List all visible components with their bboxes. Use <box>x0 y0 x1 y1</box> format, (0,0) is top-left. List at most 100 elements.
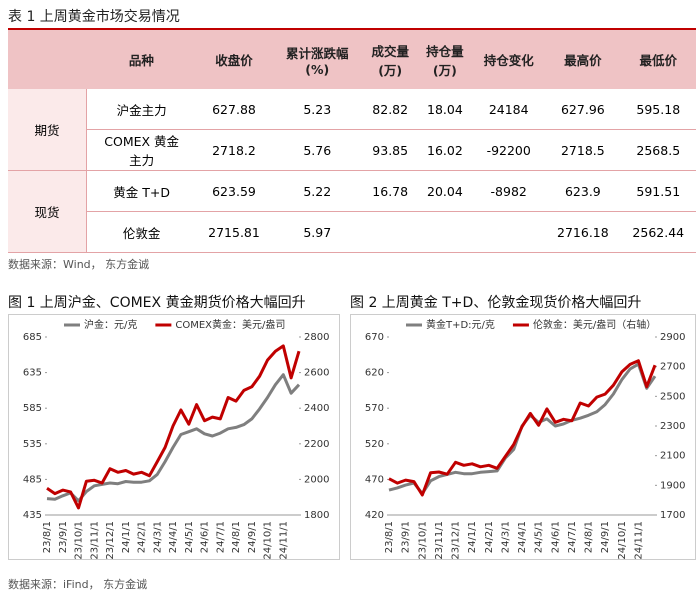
x-tick-label: 23/12/1 <box>451 521 462 560</box>
y2-tick-label: 2900 <box>660 332 685 343</box>
header-row: 品种 收盘价 累计涨跌幅 (%) 成交量 (万) 持仓量 (万) 持仓变化 最高价 最低价 <box>8 29 696 89</box>
group-label: 现货 <box>8 170 87 253</box>
header-cell: 累计涨跌幅 (%) <box>286 45 349 77</box>
table-cell: 2718.2 <box>196 129 272 171</box>
table-cell: 595.18 <box>620 89 696 130</box>
table-cell: 5.22 <box>271 170 363 212</box>
y2-tick-label: 2400 <box>304 403 329 414</box>
x-tick-label: 23/11/1 <box>434 521 445 560</box>
header-cell: 持仓变化 <box>483 53 534 68</box>
x-tick-label: 24/10/1 <box>263 521 274 560</box>
y-tick-label: 685 <box>23 332 42 343</box>
y2-tick-label: 2200 <box>304 439 329 450</box>
table-cell: 5.97 <box>271 211 363 253</box>
table-source: 数据来源：Wind， 东方金诚 <box>8 258 150 271</box>
table-cell: 20.04 <box>417 170 473 212</box>
header-cell: 收盘价 <box>215 53 253 68</box>
table-cell: 82.82 <box>362 89 418 130</box>
x-tick-label: 23/12/1 <box>105 521 116 560</box>
x-tick-label: 24/3/1 <box>500 521 511 553</box>
header-cell: 成交量 (万) <box>371 43 409 78</box>
group-label: 期货 <box>8 89 87 171</box>
y-tick-label: 435 <box>23 510 42 521</box>
table-cell: 24184 <box>472 89 546 130</box>
y-tick-label: 535 <box>23 439 42 450</box>
header-cell: 持仓量 (万) <box>426 43 464 78</box>
y-tick-label: 570 <box>365 403 384 414</box>
table-cell <box>362 211 418 253</box>
legend-label: COMEX黄金：美元/盎司 <box>175 318 285 331</box>
chart-title: 图 1 上周沪金、COMEX 黄金期货价格大幅回升 <box>8 295 306 311</box>
y-tick-label: 635 <box>23 368 42 379</box>
x-tick-label: 24/5/1 <box>184 521 195 553</box>
table-cell: COMEX 黄金 主力 <box>86 129 197 171</box>
x-tick-label: 24/7/1 <box>567 521 578 553</box>
table-cell: 591.51 <box>620 170 696 212</box>
table-cell: 627.88 <box>196 89 272 130</box>
table-cell: 623.59 <box>196 170 272 212</box>
y-tick-label: 670 <box>365 332 384 343</box>
legend-label: 伦敦金：美元/盎司（右轴） <box>533 318 656 331</box>
table-cell: -8982 <box>472 170 546 212</box>
table-cell: 16.02 <box>417 129 473 171</box>
table-cell: 623.9 <box>545 170 621 212</box>
chart-title: 图 2 上周黄金 T+D、伦敦金现货价格大幅回升 <box>350 295 642 311</box>
y-tick-label: 485 <box>23 474 42 485</box>
market-table: 品种 收盘价 累计涨跌幅 (%) 成交量 (万) 持仓量 (万) 持仓变化 最高价 最低价 期… <box>8 28 696 253</box>
table-row: 期货 沪金主力 627.88 5.23 82.82 18.04 24184 627.96 595… <box>8 89 696 171</box>
x-tick-label: 24/9/1 <box>247 521 258 553</box>
y-tick-label: 620 <box>365 368 384 379</box>
table-cell: 18.04 <box>417 89 473 130</box>
table-row: COMEX 黄金 主力 2718.2 5.76 93.85 16.02 -92200 271… <box>8 129 696 171</box>
table-cell: 黄金 T+D <box>86 170 197 212</box>
legend-label: 沪金：元/克 <box>84 318 137 331</box>
x-tick-label: 23/9/1 <box>401 521 412 553</box>
x-tick-label: 23/8/1 <box>42 521 53 553</box>
line-series <box>388 359 657 497</box>
table-cell: 16.78 <box>362 170 418 212</box>
table-cell: 2718.5 <box>545 129 621 171</box>
table-row: 现货 黄金 T+D 623.59 5.22 16.78 20.04 -8982 623.9 59… <box>8 170 696 253</box>
y2-tick-label: 2300 <box>660 421 685 432</box>
x-tick-label: 24/7/1 <box>215 521 226 553</box>
x-tick-label: 24/3/1 <box>152 521 163 553</box>
x-tick-label: 23/8/1 <box>384 521 395 553</box>
x-tick-label: 24/5/1 <box>534 521 545 553</box>
x-tick-label: 24/11/1 <box>278 521 289 560</box>
x-tick-label: 24/4/1 <box>517 521 528 553</box>
y-tick-label: 585 <box>23 403 42 414</box>
header-cell: 最低价 <box>639 53 678 68</box>
y2-tick-label: 1800 <box>304 510 329 521</box>
chart: 435 485 535 585 635 685 1800 2000 2200 2400 2600 28… <box>8 314 340 560</box>
table-cell: 沪金主力 <box>86 89 197 130</box>
x-tick-label: 24/8/1 <box>231 521 242 553</box>
table-cell: 2715.81 <box>196 211 272 253</box>
x-tick-label: 23/11/1 <box>89 521 100 560</box>
x-tick-label: 24/6/1 <box>200 521 211 553</box>
header-cell: 最高价 <box>564 53 602 68</box>
x-tick-label: 23/10/1 <box>74 521 85 560</box>
x-tick-label: 24/8/1 <box>584 521 595 553</box>
table-cell: -92200 <box>472 129 546 171</box>
table-cell: 伦敦金 <box>86 211 197 253</box>
x-tick-label: 24/1/1 <box>121 521 132 553</box>
y2-tick-label: 2700 <box>660 362 685 373</box>
table-cell: 2716.18 <box>545 211 621 253</box>
table-caption: 表 1 上周黄金市场交易情况 <box>8 9 180 25</box>
y2-tick-label: 2500 <box>660 391 685 402</box>
x-tick-label: 24/10/1 <box>617 521 628 560</box>
y2-tick-label: 2800 <box>304 332 329 343</box>
x-tick-label: 23/10/1 <box>417 521 428 560</box>
x-tick-label: 24/2/1 <box>484 521 495 553</box>
y2-tick-label: 2600 <box>304 368 329 379</box>
chart: 420 470 520 570 620 670 1700 1900 2100 2300 2500 27… <box>350 314 696 560</box>
x-tick-label: 24/1/1 <box>467 521 478 553</box>
x-tick-label: 23/9/1 <box>58 521 69 553</box>
x-tick-label: 24/6/1 <box>550 521 561 553</box>
line-series <box>46 373 301 503</box>
x-tick-label: 24/2/1 <box>137 521 148 553</box>
table-cell: 2568.5 <box>620 129 696 171</box>
header-cell <box>8 29 87 89</box>
table-cell: 627.96 <box>545 89 621 130</box>
chart-source: 数据来源：iFind， 东方金诚 <box>8 578 148 591</box>
